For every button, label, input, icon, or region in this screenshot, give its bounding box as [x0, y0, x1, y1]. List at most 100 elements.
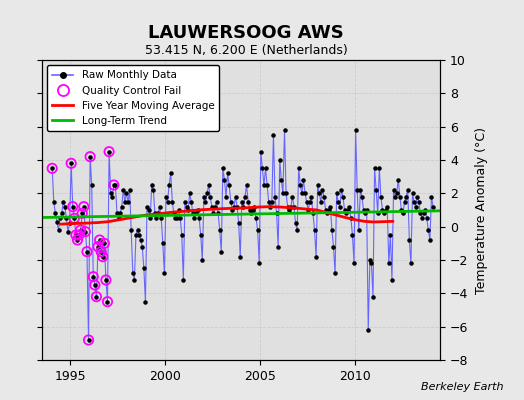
Point	[269, 132, 278, 138]
Point	[182, 204, 191, 210]
Point	[279, 190, 287, 196]
Point	[345, 204, 354, 210]
Point	[301, 190, 309, 196]
Point	[165, 182, 173, 188]
Point	[257, 148, 265, 155]
Point	[103, 298, 112, 305]
Point	[128, 270, 137, 276]
Point	[125, 187, 134, 193]
Point	[70, 215, 79, 222]
Point	[163, 198, 172, 205]
Point	[391, 194, 399, 200]
Point	[217, 248, 225, 255]
Point	[48, 165, 57, 172]
Point	[179, 277, 188, 283]
Point	[66, 220, 74, 226]
Point	[160, 270, 169, 276]
Point	[236, 254, 244, 260]
Point	[103, 298, 112, 305]
Point	[383, 204, 391, 210]
Point	[359, 207, 368, 213]
Point	[342, 210, 351, 216]
Point	[110, 182, 118, 188]
Point	[339, 194, 347, 200]
Point	[72, 232, 80, 238]
Point	[226, 198, 235, 205]
Point	[51, 210, 60, 216]
Point	[353, 187, 362, 193]
Point	[305, 198, 314, 205]
Point	[335, 204, 344, 210]
Point	[100, 240, 108, 246]
Point	[187, 198, 195, 205]
Point	[168, 198, 177, 205]
Point	[276, 157, 284, 163]
Point	[214, 210, 222, 216]
Point	[424, 227, 432, 233]
Point	[132, 232, 140, 238]
Point	[140, 265, 148, 272]
Point	[121, 198, 129, 205]
Point	[429, 204, 437, 210]
Point	[370, 165, 379, 172]
Point	[53, 218, 61, 225]
Point	[86, 154, 94, 160]
Point	[258, 165, 267, 172]
Point	[399, 210, 407, 216]
Point	[138, 244, 147, 250]
Point	[77, 227, 85, 233]
Point	[78, 210, 86, 216]
Point	[396, 194, 404, 200]
Point	[84, 337, 93, 343]
Point	[192, 210, 200, 216]
Point	[408, 190, 417, 196]
Point	[92, 294, 101, 300]
Point	[157, 215, 166, 222]
Point	[321, 207, 330, 213]
Point	[208, 204, 216, 210]
Point	[108, 194, 116, 200]
Point	[124, 198, 132, 205]
Point	[328, 227, 336, 233]
Point	[315, 190, 323, 196]
Point	[425, 237, 434, 243]
Point	[247, 210, 256, 216]
Point	[220, 177, 228, 183]
Point	[421, 207, 429, 213]
Point	[159, 240, 167, 246]
Text: 53.415 N, 6.200 E (Netherlands): 53.415 N, 6.200 E (Netherlands)	[145, 44, 347, 57]
Point	[171, 215, 180, 222]
Point	[309, 210, 317, 216]
Point	[77, 227, 85, 233]
Point	[119, 187, 127, 193]
Point	[89, 274, 97, 280]
Point	[419, 210, 428, 216]
Point	[152, 215, 161, 222]
Point	[69, 204, 77, 210]
Point	[99, 254, 107, 260]
Point	[386, 232, 395, 238]
Point	[294, 165, 303, 172]
Point	[283, 204, 292, 210]
Point	[204, 182, 213, 188]
Point	[178, 232, 186, 238]
Point	[154, 210, 162, 216]
Point	[111, 182, 119, 188]
Point	[212, 198, 221, 205]
Point	[356, 187, 365, 193]
Point	[73, 237, 82, 243]
Point	[75, 232, 83, 238]
Point	[106, 190, 115, 196]
Point	[114, 215, 123, 222]
Point	[244, 198, 253, 205]
Point	[381, 207, 390, 213]
Point	[91, 282, 99, 288]
Point	[310, 227, 319, 233]
Point	[378, 207, 387, 213]
Point	[385, 260, 393, 266]
Point	[99, 254, 107, 260]
Point	[228, 207, 236, 213]
Point	[389, 187, 398, 193]
Point	[282, 190, 290, 196]
Point	[350, 260, 358, 266]
